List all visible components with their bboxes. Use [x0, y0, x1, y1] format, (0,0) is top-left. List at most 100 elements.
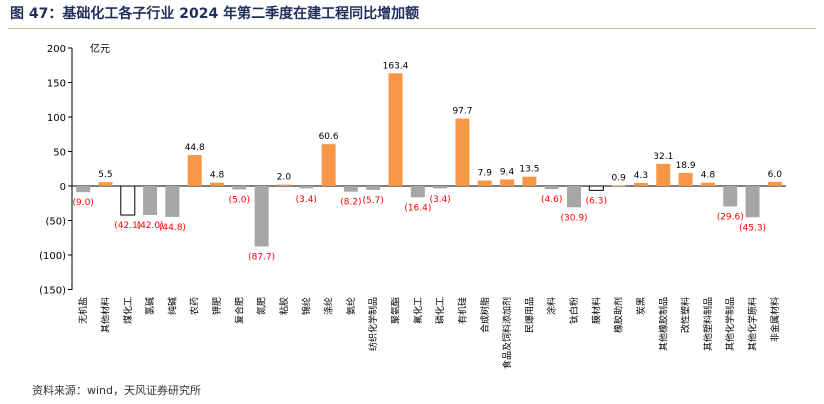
- data-label: (44.8): [159, 223, 186, 233]
- category-label: 其他化学原料: [747, 297, 759, 351]
- bar-膜材料: [588, 185, 604, 191]
- y-tick-label: 200: [47, 44, 66, 55]
- data-label: 5.5: [98, 170, 112, 180]
- bar-改性塑料: [678, 172, 693, 186]
- bar-纺织化学制品: [366, 186, 381, 190]
- y-tick-label: (100): [39, 251, 66, 262]
- category-label: 涤纶: [323, 297, 335, 315]
- data-label: (5.7): [363, 196, 384, 206]
- y-tick-label: 50: [53, 148, 66, 159]
- category-label: 橡胶助剂: [613, 297, 625, 333]
- category-label: 有机硅: [456, 297, 468, 324]
- data-label: (45.3): [739, 223, 766, 233]
- category-label: 食品及饲料添加剂: [501, 297, 513, 369]
- bar-农药: [187, 155, 202, 186]
- data-label: 4.3: [634, 171, 648, 181]
- y-tick-label: 150: [47, 79, 66, 90]
- category-label: 煤化工: [122, 297, 134, 324]
- bar-氮肥: [254, 186, 269, 247]
- bar-其他化学原料: [745, 186, 760, 218]
- category-label: 氮肥: [256, 297, 268, 315]
- category-label: 其他橡胶制品: [657, 297, 669, 351]
- category-label: 非金属材料: [769, 297, 781, 342]
- bar-氨纶: [343, 186, 358, 192]
- category-label: 粘胶: [278, 297, 290, 315]
- data-label: 7.9: [478, 169, 493, 179]
- category-label: 其他材料: [99, 297, 111, 333]
- data-label: 32.1: [653, 152, 673, 162]
- bar-其他橡胶制品: [656, 163, 671, 186]
- category-label: 钛白粉: [568, 297, 580, 324]
- bar-磷化工: [433, 186, 448, 189]
- data-label: 60.6: [319, 132, 339, 142]
- bar-涤纶: [321, 144, 336, 186]
- category-label: 无机盐: [77, 297, 89, 324]
- category-label: 纺织化学制品: [367, 297, 379, 351]
- y-tick-label: 0: [60, 182, 66, 193]
- y-tick-label: (50): [45, 217, 66, 228]
- y-unit-label: 亿元: [90, 42, 110, 55]
- bar-有机硅: [455, 118, 470, 186]
- bar-无机盐: [76, 186, 91, 193]
- bar-氯碱: [143, 186, 158, 215]
- category-label: 合成树脂: [479, 297, 491, 333]
- data-label: (29.6): [717, 212, 744, 222]
- data-label: 4.8: [210, 171, 225, 181]
- bar-涂料: [544, 186, 559, 190]
- category-label: 其他塑料制品: [702, 297, 714, 351]
- bar-其他材料: [98, 182, 113, 186]
- data-label: 44.8: [185, 143, 205, 153]
- data-label: 9.4: [500, 168, 515, 178]
- data-label: (87.7): [248, 253, 275, 263]
- category-label: 锦纶: [300, 297, 312, 315]
- bar-复合肥: [232, 186, 247, 190]
- data-label: 163.4: [383, 61, 409, 71]
- data-label: 18.9: [676, 161, 696, 171]
- category-label: 农药: [189, 297, 201, 315]
- category-label: 纯碱: [166, 297, 178, 315]
- category-label: 民爆用品: [523, 297, 535, 333]
- data-label: (16.4): [404, 203, 431, 213]
- bar-合成树脂: [477, 180, 492, 186]
- bar-钾肥: [210, 182, 225, 186]
- source-note: 资料来源：wind，天风证券研究所: [32, 384, 202, 397]
- category-label: 其他化学制品: [724, 297, 736, 351]
- chart-title: 图 47：基础化工各子行业 2024 年第二季度在建工程同比增加额: [10, 6, 420, 22]
- data-label: 2.0: [277, 173, 292, 183]
- data-label: (9.0): [72, 198, 93, 208]
- category-label: 涂料: [546, 297, 558, 315]
- bar-锦纶: [299, 186, 314, 189]
- bar-食品及饲料添加剂: [500, 179, 515, 186]
- category-label: 磷化工: [434, 297, 446, 324]
- category-label: 改性塑料: [680, 297, 692, 333]
- bar-纯碱: [165, 186, 180, 217]
- data-label: (6.3): [586, 196, 607, 206]
- bar-其他化学制品: [723, 186, 738, 207]
- data-label: 97.7: [452, 107, 472, 117]
- category-label: 复合肥: [233, 297, 245, 324]
- data-label: 0.9: [611, 173, 626, 183]
- data-label: (8.2): [340, 198, 361, 208]
- bar-粘胶: [276, 184, 291, 186]
- category-label: 氯碱: [144, 297, 156, 315]
- category-label: 氟化工: [412, 297, 424, 324]
- data-label: (30.9): [561, 213, 588, 223]
- bar-钛白粉: [567, 186, 582, 208]
- data-label: 6.0: [768, 170, 783, 180]
- bar-氟化工: [410, 186, 425, 198]
- data-label: 13.5: [519, 165, 539, 175]
- title-divider: [8, 28, 816, 29]
- bar-煤化工: [120, 185, 136, 216]
- data-label: 4.8: [701, 171, 716, 181]
- data-label: (5.0): [229, 195, 250, 205]
- bar-橡胶助剂: [611, 185, 626, 187]
- category-label: 钾肥: [211, 297, 223, 315]
- y-tick-label: 100: [47, 113, 66, 124]
- data-label: (3.4): [296, 195, 317, 205]
- category-label: 炭黑: [636, 297, 647, 315]
- bar-其他塑料制品: [700, 182, 715, 186]
- category-label: 氨纶: [345, 297, 357, 315]
- bar-聚氨酯: [388, 73, 403, 186]
- y-tick-label: (150): [39, 286, 66, 297]
